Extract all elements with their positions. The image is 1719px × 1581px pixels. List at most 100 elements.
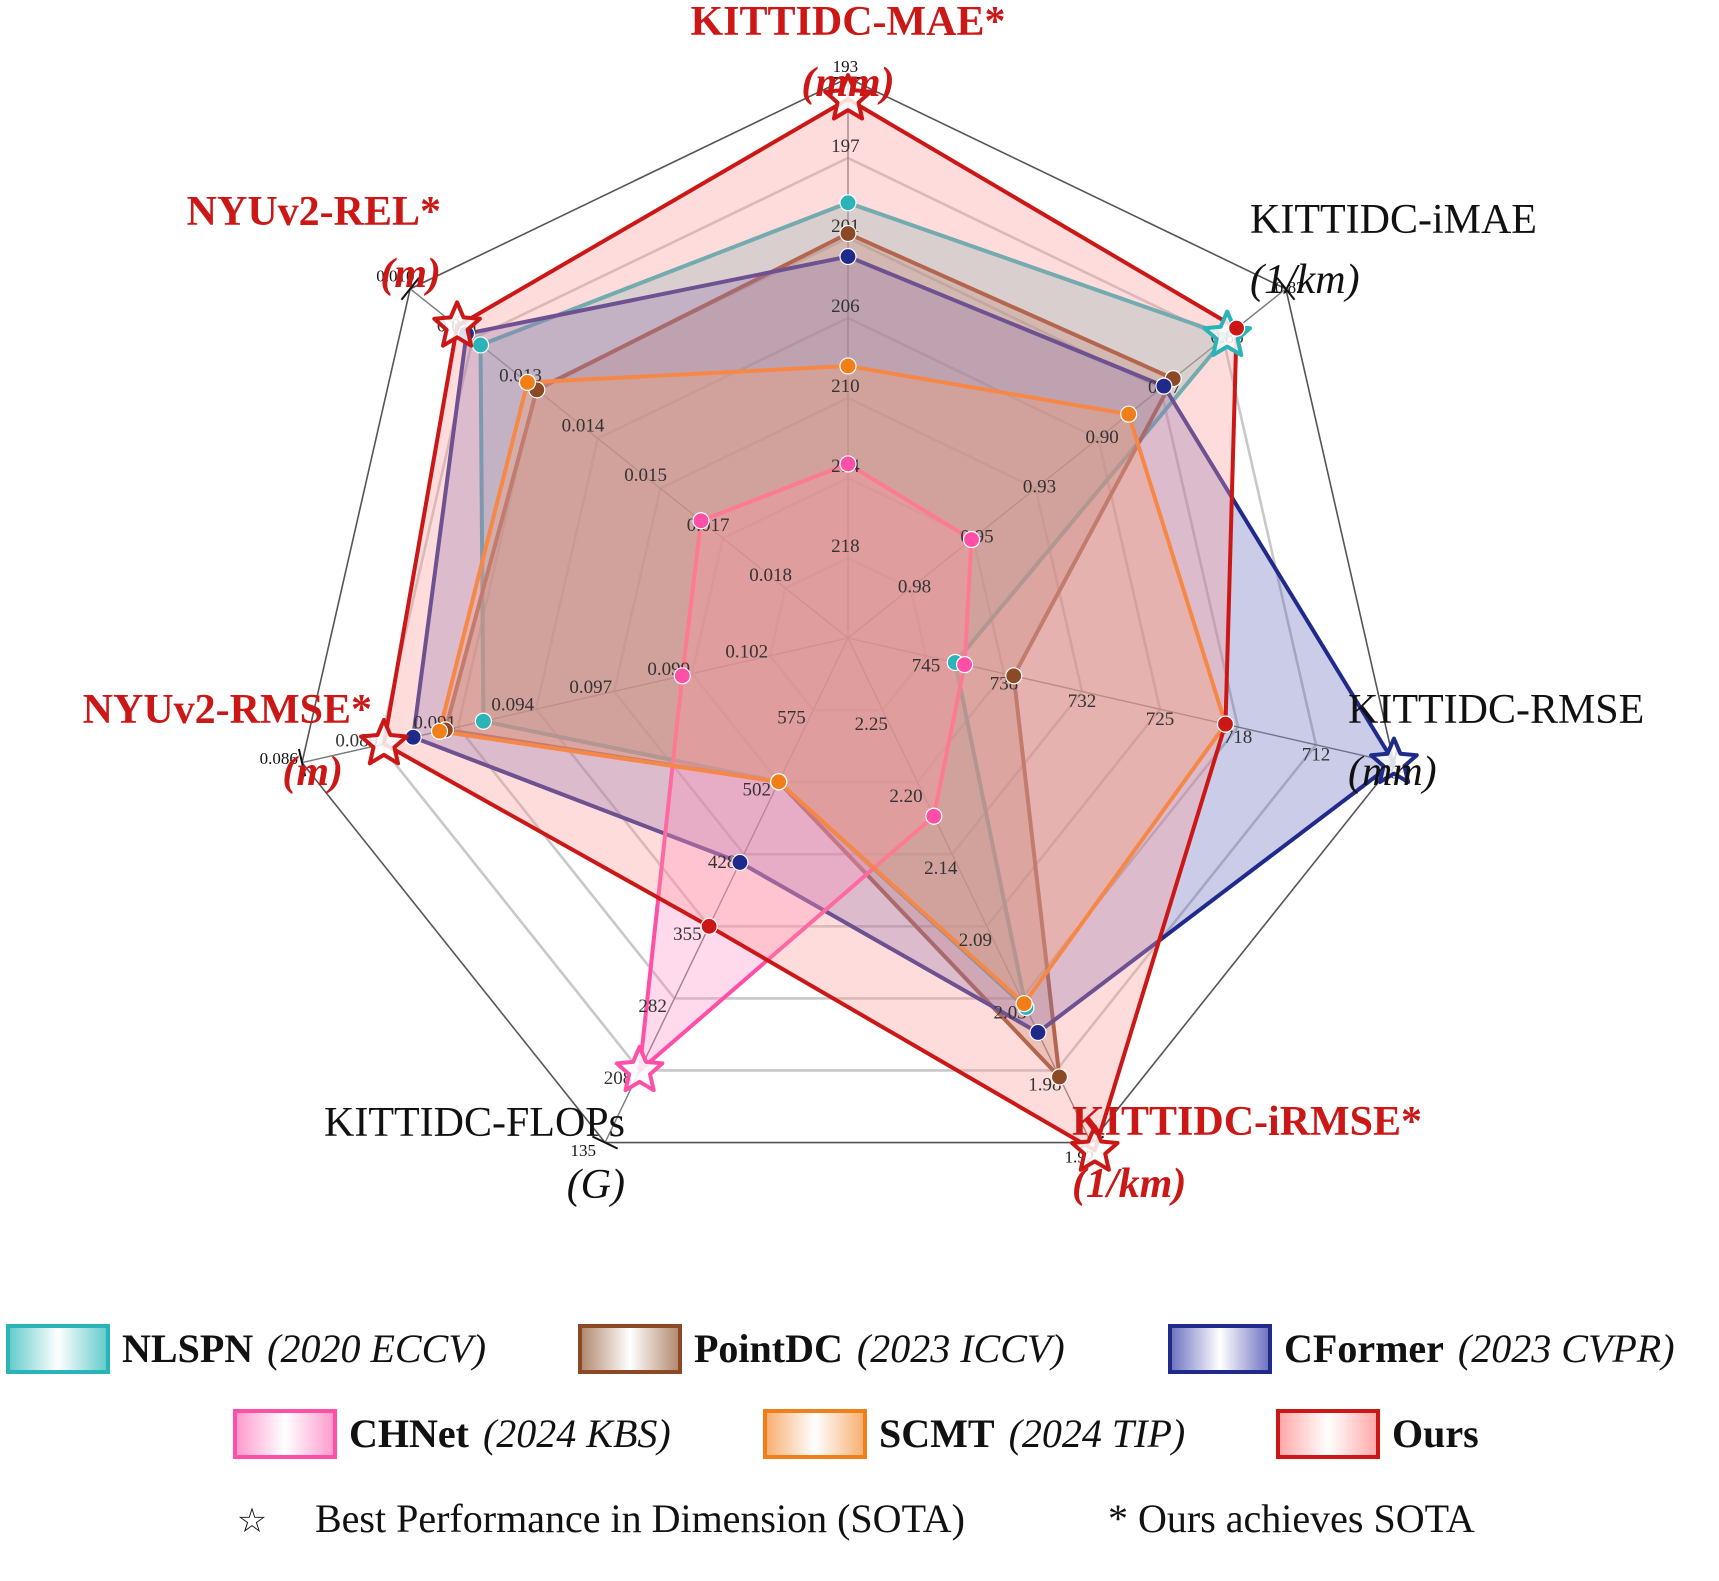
tick-label: 0.98 — [898, 576, 931, 597]
axis-title-kittidc-imae: KITTIDC-iMAE — [1250, 197, 1537, 243]
data-point-cformer — [731, 853, 749, 872]
data-point-scmt — [1120, 405, 1138, 423]
axis-title-kittidc-mae: KITTIDC-MAE* — [690, 0, 1005, 45]
tick-label: 282 — [638, 996, 667, 1017]
data-point-ours — [1227, 319, 1246, 337]
tick-label: 0.014 — [562, 415, 605, 436]
axis-title-kittidc-rmse: KITTIDC-RMSE — [1348, 687, 1644, 733]
tick-label: 0.018 — [749, 565, 792, 586]
data-point-scmt — [770, 773, 788, 791]
legend-sota-text: Best Performance in Dimension (SOTA) — [315, 1496, 965, 1541]
legend: NLSPN (2020 ECCV) PointDC (2023 ICCV) CForme… — [6, 1324, 1675, 1541]
tick-label: 197 — [831, 136, 860, 157]
series-pointdc-polygon — [443, 231, 1176, 1080]
series-polygons — [381, 97, 1396, 1153]
grid-ring — [301, 77, 1395, 1144]
tick-label: 218 — [831, 536, 860, 557]
data-point-ours — [1216, 715, 1235, 733]
axis-end-tick — [591, 1135, 619, 1150]
data-point-nlspn — [839, 194, 857, 212]
sota-star-ours — [432, 300, 482, 348]
axis-unit-kittidc-irmse: (1/km) — [1072, 1161, 1186, 1207]
tick-label: 2.09 — [959, 930, 992, 951]
axis-unit-nyuv2-rel: (m) — [380, 251, 441, 297]
tick-label: 0.094 — [491, 695, 534, 716]
data-point-nlspn — [471, 336, 490, 354]
axis-end-tick — [1276, 277, 1296, 301]
tick-label: 575 — [777, 708, 806, 729]
axis-spoke — [847, 637, 1092, 1143]
data-point-pointdc — [1005, 667, 1023, 685]
tick-label: 725 — [1146, 709, 1175, 730]
data-point-pointdc — [839, 224, 857, 243]
axis-end-tick — [400, 277, 420, 301]
axis-unit-kittidc-rmse: (mm) — [1348, 749, 1437, 795]
axis-end-tick — [297, 748, 307, 777]
data-point-chnet — [692, 512, 710, 530]
data-point-cformer — [1029, 1023, 1047, 1042]
tick-label: 2.14 — [924, 858, 958, 879]
legend-ours-note: * Ours achieves SOTA — [1108, 1496, 1475, 1541]
axis-spoke — [847, 637, 1395, 764]
legend-label-scmt: SCMT (2024 TIP) — [879, 1411, 1185, 1456]
series-cformer-polygon — [411, 254, 1396, 1035]
data-point-scmt — [1015, 995, 1033, 1013]
data-point-cformer — [1155, 377, 1173, 395]
data-point-pointdc — [1050, 1068, 1069, 1086]
legend-swatch-nlspn — [6, 1324, 110, 1374]
series-chnet-polygon — [637, 461, 974, 1073]
tick-label: 0.90 — [1085, 427, 1118, 448]
axis-unit-kittidc-mae: (mm) — [801, 60, 894, 106]
data-point-chnet — [956, 656, 974, 674]
tick-label: 0.93 — [1023, 477, 1056, 498]
tick-label: 0.086 — [260, 749, 298, 768]
legend-label-ours: Ours — [1392, 1411, 1479, 1456]
axis-title-kittidc-flops: KITTIDC-FLOPs — [324, 1100, 625, 1146]
tick-label: 355 — [673, 924, 702, 945]
axis-unit-kittidc-imae: (1/km) — [1250, 257, 1360, 303]
tick-label: 0.82 — [1275, 278, 1305, 297]
axis-unit-kittidc-flops: (G) — [567, 1162, 625, 1208]
legend-label-nlspn: NLSPN (2020 ECCV) — [122, 1326, 486, 1371]
tick-label: 0.102 — [725, 641, 768, 662]
tick-label: 745 — [912, 656, 941, 677]
tick-label: 210 — [831, 376, 860, 397]
tick-label: 2.20 — [889, 786, 922, 807]
tick-label: 135 — [571, 1141, 597, 1160]
legend-swatch-cformer — [1168, 1324, 1272, 1374]
series-ours-polygon — [381, 97, 1239, 1153]
tick-label: 206 — [831, 296, 860, 317]
tick-label: 718 — [1224, 727, 1253, 748]
legend-swatch-ours — [1276, 1409, 1380, 1459]
tick-label: 428 — [708, 852, 737, 873]
legend-label-cformer: CFormer (2023 CVPR) — [1284, 1326, 1675, 1371]
data-point-ours — [700, 917, 718, 935]
axis-unit-nyuv2-rmse: (m) — [282, 749, 343, 795]
sota-star-ours — [823, 73, 873, 121]
legend-label-chnet: CHNet (2024 KBS) — [349, 1411, 671, 1456]
tick-label: 712 — [1302, 745, 1331, 766]
series-markers — [359, 73, 1419, 1172]
data-point-scmt — [518, 373, 537, 391]
series-scmt-polygon — [437, 364, 1228, 1006]
axis-title-nyuv2-rel: NYUv2-REL* — [187, 189, 441, 235]
data-point-nlspn — [474, 712, 492, 730]
sota-star-ours — [1069, 1124, 1120, 1172]
legend-swatch-pointdc — [578, 1324, 682, 1374]
tick-label: 0.010 — [376, 267, 414, 286]
data-point-chnet — [962, 530, 981, 549]
sota-star-cformer — [1369, 736, 1419, 784]
tick-label: 0.015 — [624, 465, 667, 486]
grid-ring — [768, 556, 928, 712]
legend-sota-star-icon: ☆ — [237, 1503, 267, 1540]
tick-label: 2.25 — [855, 714, 888, 735]
data-point-chnet — [839, 455, 857, 473]
legend-swatch-scmt — [763, 1409, 867, 1459]
tick-label: 732 — [1068, 691, 1097, 712]
sota-star-chnet — [614, 1044, 665, 1093]
axis-titles: KITTIDC-MAE* (mm) KITTIDC-iMAE (1/km) KITTID… — [83, 0, 1645, 1208]
data-point-cformer — [839, 247, 857, 266]
data-point-chnet — [673, 667, 691, 685]
tick-label: 502 — [743, 780, 772, 801]
